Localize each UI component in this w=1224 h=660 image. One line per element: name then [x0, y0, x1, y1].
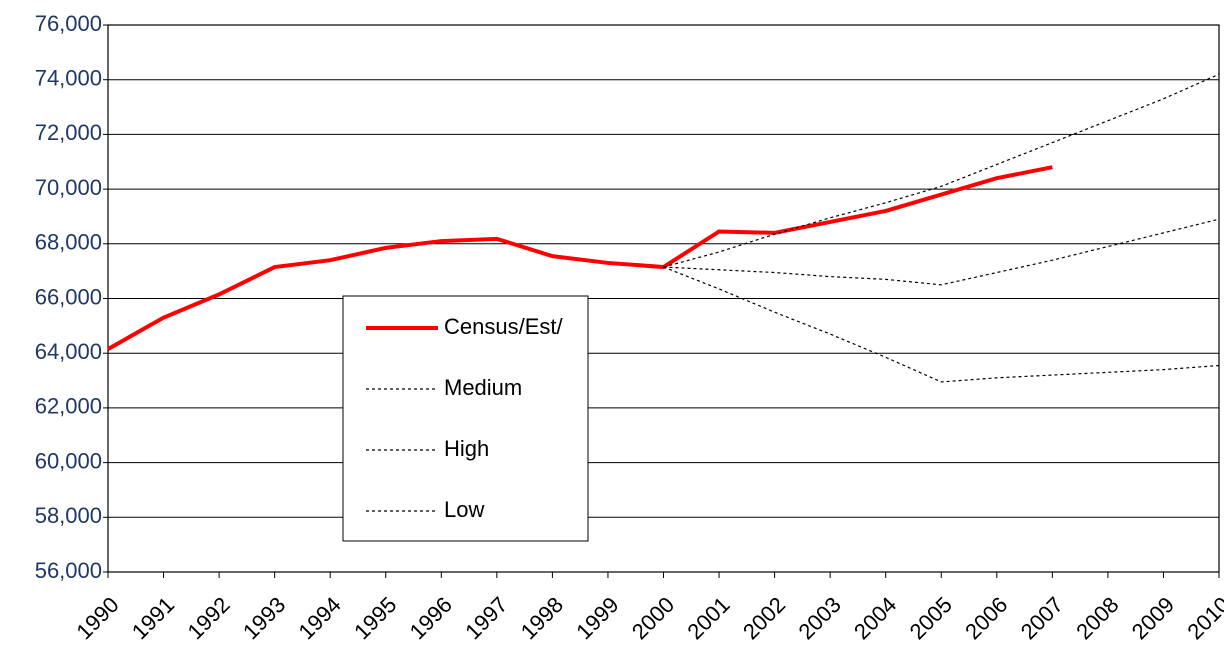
x-tick-label: 1998	[516, 592, 568, 644]
x-tick-label: 1999	[571, 592, 623, 644]
x-tick-label: 2005	[905, 592, 957, 644]
legend-box	[342, 295, 589, 542]
x-tick-label: 1994	[294, 592, 346, 644]
series-line	[663, 73, 1220, 268]
legend-label: High	[444, 436, 489, 461]
x-tick-label: 2002	[738, 592, 790, 644]
y-tick-label: 70,000	[35, 175, 102, 200]
x-tick-label: 2010	[1182, 592, 1224, 644]
x-tick-label: 2006	[960, 592, 1012, 644]
y-tick-label: 58,000	[35, 503, 102, 528]
y-tick-label: 72,000	[35, 120, 102, 145]
x-tick-label: 2000	[627, 592, 679, 644]
series-line	[663, 218, 1220, 286]
legend: Census/Est/Medium High Low	[342, 295, 589, 542]
x-tick-label: 1995	[349, 592, 401, 644]
x-tick-label: 1997	[460, 592, 512, 644]
x-tick-label: 1991	[127, 592, 179, 644]
y-tick-label: 60,000	[35, 448, 102, 473]
x-tick-label: 2004	[849, 592, 901, 644]
legend-label: Census/Est/	[444, 314, 563, 339]
y-tick-label: 66,000	[35, 284, 102, 309]
x-tick-label: 1992	[182, 592, 234, 644]
y-tick-label: 74,000	[35, 66, 102, 91]
x-tick-label: 2003	[794, 592, 846, 644]
legend-label: Medium	[444, 375, 522, 400]
x-tick-label: 2007	[1016, 592, 1068, 644]
x-tick-label: 1993	[238, 592, 290, 644]
x-tick-label: 2009	[1127, 592, 1179, 644]
x-tick-label: 1990	[71, 592, 123, 644]
x-tick-label: 1996	[405, 592, 457, 644]
legend-label: Low	[444, 497, 484, 522]
y-tick-label: 62,000	[35, 394, 102, 419]
y-tick-label: 64,000	[35, 339, 102, 364]
x-tick-label: 2001	[682, 592, 734, 644]
series-line	[663, 266, 1220, 383]
y-tick-label: 56,000	[35, 558, 102, 583]
series-line	[107, 165, 1053, 351]
y-tick-label: 68,000	[35, 230, 102, 255]
y-tick-label: 76,000	[35, 11, 102, 36]
x-tick-label: 2008	[1071, 592, 1123, 644]
